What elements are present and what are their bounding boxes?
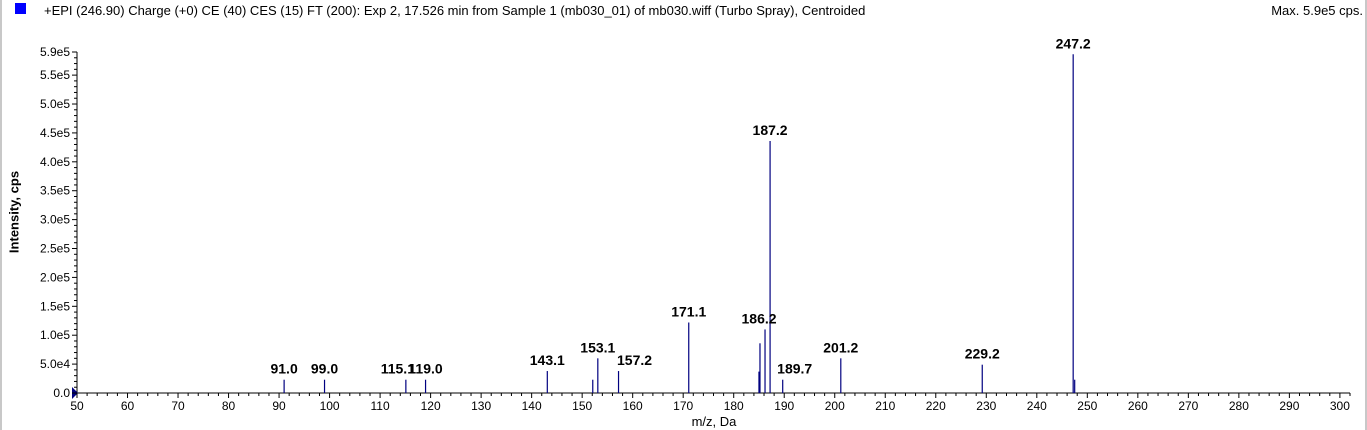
y-tick-label: 2.0e5: [40, 270, 70, 284]
peak-label: 157.2: [617, 352, 652, 368]
x-tick-label: 110: [371, 399, 390, 413]
x-tick-label: 290: [1279, 399, 1299, 413]
x-tick-label: 70: [171, 399, 185, 413]
x-tick-label: 260: [1128, 399, 1148, 413]
y-tick-label: 4.5e5: [40, 126, 70, 140]
y-tick-label: 4.0e5: [40, 155, 70, 169]
y-tick-label: 5.5e5: [40, 68, 70, 82]
x-tick-label: 130: [471, 399, 491, 413]
x-tick-label: 170: [673, 399, 693, 413]
peak-label: 187.2: [753, 122, 788, 138]
y-tick-label: 1.5e5: [40, 299, 70, 313]
peak-label: 201.2: [823, 339, 858, 355]
y-tick-label: 3.0e5: [40, 213, 70, 227]
x-tick-label: 300: [1330, 399, 1350, 413]
peak-label: 247.2: [1056, 35, 1091, 51]
x-tick-label: 120: [421, 399, 441, 413]
x-tick-label: 180: [724, 399, 744, 413]
x-tick-label: 200: [825, 399, 845, 413]
peak-label: 115.1: [381, 361, 415, 377]
max-intensity-label: Max. 5.9e5 cps.: [1271, 3, 1363, 18]
y-tick-label: 5.0e5: [40, 97, 70, 111]
peak-label: 119.0: [408, 361, 442, 377]
peak-label: 153.1: [580, 339, 615, 355]
peak-label: 99.0: [311, 361, 338, 377]
y-tick-label: 1.0e5: [40, 328, 70, 342]
x-tick-label: 140: [522, 399, 542, 413]
x-tick-label: 240: [1027, 399, 1047, 413]
peak-label: 229.2: [965, 346, 1000, 362]
x-tick-label: 270: [1178, 399, 1198, 413]
x-tick-label: 280: [1229, 399, 1249, 413]
peak-label: 143.1: [530, 352, 565, 368]
x-axis-label: m/z, Da: [691, 414, 737, 429]
x-tick-label: 230: [976, 399, 996, 413]
y-tick-label: 2.5e5: [40, 242, 70, 256]
y-tick-label: 5.0e4: [40, 357, 70, 371]
x-tick-label: 210: [875, 399, 895, 413]
x-tick-label: 50: [70, 399, 84, 413]
x-tick-label: 220: [926, 399, 946, 413]
x-tick-label: 100: [320, 399, 340, 413]
x-tick-label: 190: [774, 399, 794, 413]
x-tick-label: 90: [272, 399, 286, 413]
legend-swatch: [15, 3, 26, 14]
peak-label: 171.1: [671, 303, 706, 319]
peak-label: 189.7: [777, 361, 812, 377]
x-tick-label: 60: [121, 399, 135, 413]
y-tick-label: 0.0: [53, 386, 70, 400]
peak-label: 186.2: [742, 310, 777, 326]
y-tick-label: 5.9e5: [40, 45, 70, 59]
peak-label: 91.0: [270, 361, 297, 377]
x-tick-label: 160: [623, 399, 643, 413]
chart-title: +EPI (246.90) Charge (+0) CE (40) CES (1…: [44, 3, 866, 18]
x-tick-label: 80: [222, 399, 236, 413]
x-tick-label: 250: [1077, 399, 1097, 413]
y-tick-label: 3.5e5: [40, 184, 70, 198]
x-tick-label: 150: [572, 399, 592, 413]
